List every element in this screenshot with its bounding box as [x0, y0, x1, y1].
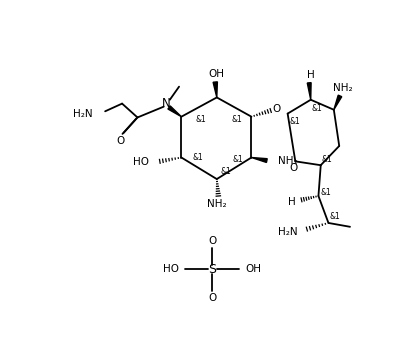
Text: &1: &1	[231, 114, 242, 124]
Text: H₂N: H₂N	[73, 110, 93, 119]
Text: OH: OH	[208, 69, 224, 79]
Text: NH₂: NH₂	[332, 83, 352, 93]
Polygon shape	[306, 83, 310, 100]
Text: HO: HO	[163, 264, 179, 274]
Text: &1: &1	[220, 167, 231, 176]
Text: O: O	[272, 104, 280, 114]
Text: O: O	[116, 135, 124, 146]
Text: HO: HO	[133, 157, 149, 167]
Text: NH₂: NH₂	[206, 199, 226, 209]
Text: N: N	[162, 97, 171, 110]
Text: &1: &1	[328, 212, 339, 221]
Polygon shape	[168, 106, 181, 117]
Text: NH₂: NH₂	[277, 156, 297, 166]
Text: H: H	[287, 197, 294, 207]
Polygon shape	[213, 82, 217, 97]
Text: O: O	[288, 162, 297, 173]
Text: &1: &1	[232, 155, 242, 163]
Text: &1: &1	[320, 188, 331, 197]
Text: &1: &1	[321, 155, 332, 163]
Polygon shape	[333, 95, 341, 110]
Text: OH: OH	[244, 264, 261, 274]
Text: &1: &1	[311, 105, 321, 113]
Text: H: H	[306, 70, 314, 80]
Text: &1: &1	[195, 114, 206, 124]
Text: O: O	[208, 236, 216, 246]
Text: &1: &1	[289, 117, 300, 126]
Text: O: O	[208, 293, 216, 303]
Text: S: S	[208, 262, 216, 276]
Polygon shape	[251, 158, 266, 162]
Text: H₂N: H₂N	[278, 227, 297, 237]
Text: &1: &1	[192, 153, 202, 162]
